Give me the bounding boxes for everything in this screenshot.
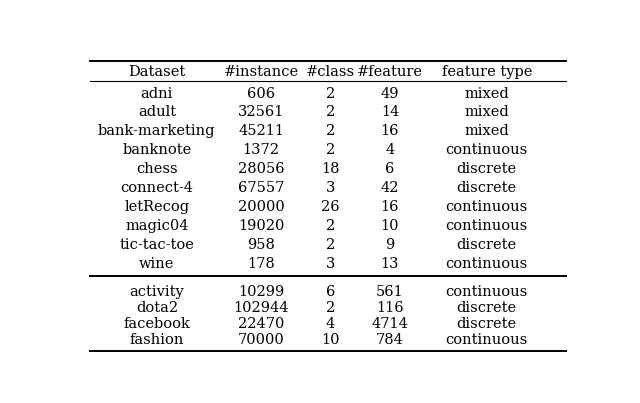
Text: 3: 3 [326,257,335,271]
Text: 49: 49 [381,87,399,100]
Text: discrete: discrete [457,181,516,195]
Text: bank-marketing: bank-marketing [98,125,216,138]
Text: discrete: discrete [457,301,516,315]
Text: mixed: mixed [465,106,509,119]
Text: 70000: 70000 [237,333,284,347]
Text: 13: 13 [381,257,399,271]
Text: 42: 42 [381,181,399,195]
Text: tic-tac-toe: tic-tac-toe [120,238,195,252]
Text: 10: 10 [381,219,399,233]
Text: 178: 178 [247,257,275,271]
Text: 28056: 28056 [237,162,284,176]
Text: feature type: feature type [442,64,532,79]
Text: 10299: 10299 [238,285,284,299]
Text: discrete: discrete [457,317,516,331]
Text: 6: 6 [326,285,335,299]
Text: connect-4: connect-4 [120,181,193,195]
Text: 16: 16 [381,125,399,138]
Text: 26: 26 [321,200,340,214]
Text: magic04: magic04 [125,219,189,233]
Text: continuous: continuous [445,200,528,214]
Text: 561: 561 [376,285,404,299]
Text: banknote: banknote [122,143,191,157]
Text: letRecog: letRecog [124,200,189,214]
Text: 9: 9 [385,238,395,252]
Text: 3: 3 [326,181,335,195]
Text: 2: 2 [326,125,335,138]
Text: 2: 2 [326,219,335,233]
Text: 4: 4 [326,317,335,331]
Text: #feature: #feature [357,64,423,79]
Text: fashion: fashion [130,333,184,347]
Text: 45211: 45211 [238,125,284,138]
Text: discrete: discrete [457,238,516,252]
Text: #class: #class [306,64,355,79]
Text: continuous: continuous [445,143,528,157]
Text: 2: 2 [326,301,335,315]
Text: dota2: dota2 [136,301,178,315]
Text: mixed: mixed [465,125,509,138]
Text: 2: 2 [326,87,335,100]
Text: wine: wine [139,257,175,271]
Text: 10: 10 [321,333,340,347]
Text: 784: 784 [376,333,404,347]
Text: discrete: discrete [457,162,516,176]
Text: 4: 4 [385,143,395,157]
Text: 4714: 4714 [372,317,408,331]
Text: 14: 14 [381,106,399,119]
Text: continuous: continuous [445,257,528,271]
Text: 19020: 19020 [238,219,284,233]
Text: 20000: 20000 [237,200,284,214]
Text: Dataset: Dataset [128,64,186,79]
Text: 2: 2 [326,106,335,119]
Text: continuous: continuous [445,219,528,233]
Text: continuous: continuous [445,333,528,347]
Text: 2: 2 [326,143,335,157]
Text: 67557: 67557 [238,181,284,195]
Text: 116: 116 [376,301,404,315]
Text: activity: activity [129,285,184,299]
Text: chess: chess [136,162,178,176]
Text: mixed: mixed [465,87,509,100]
Text: facebook: facebook [124,317,190,331]
Text: 2: 2 [326,238,335,252]
Text: continuous: continuous [445,285,528,299]
Text: 606: 606 [247,87,275,100]
Text: 32561: 32561 [238,106,284,119]
Text: 1372: 1372 [243,143,280,157]
Text: 6: 6 [385,162,395,176]
Text: 16: 16 [381,200,399,214]
Text: adni: adni [141,87,173,100]
Text: 102944: 102944 [234,301,289,315]
Text: adult: adult [138,106,176,119]
Text: 958: 958 [247,238,275,252]
Text: 18: 18 [321,162,340,176]
Text: 22470: 22470 [238,317,284,331]
Text: #instance: #instance [223,64,299,79]
